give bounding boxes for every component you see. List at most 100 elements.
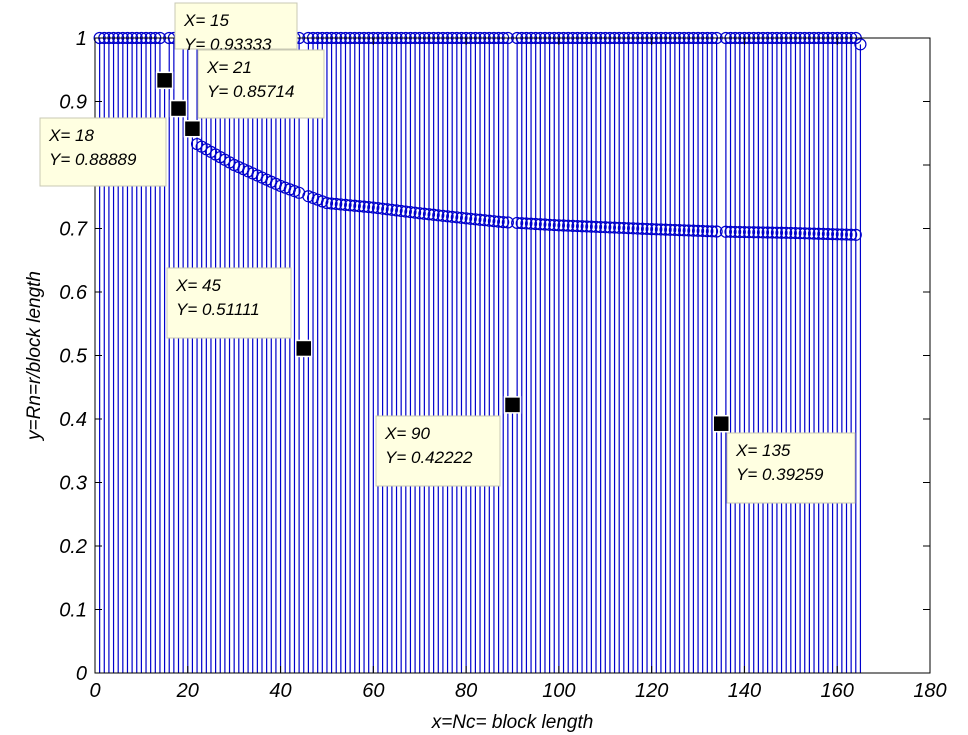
stem-marker [608, 221, 621, 234]
stem-marker [585, 220, 598, 233]
stem-marker [766, 226, 779, 239]
stem-marker [548, 218, 561, 232]
stem-marker [339, 198, 352, 211]
stem-marker [798, 227, 811, 240]
stem-marker [575, 220, 589, 233]
stem-marker [817, 227, 830, 240]
datatip-y-text: Y= 0.88889 [49, 150, 137, 169]
stem-marker [742, 226, 756, 239]
stem-marker [724, 225, 737, 238]
axis-ticks [94, 37, 931, 674]
y-axis-label: y=Rn=r/block length [24, 271, 45, 442]
datatip-x-text: X= 45 [175, 276, 221, 295]
stem-marker [330, 197, 343, 211]
stem-marker [376, 202, 389, 215]
stem-marker [840, 228, 853, 241]
y-tick-label: 1 [76, 28, 87, 50]
stem-marker [659, 223, 672, 236]
stem-marker [436, 209, 450, 222]
datatip-y-text: Y= 0.51111 [176, 300, 260, 319]
stem-marker [325, 197, 338, 210]
stem-marker [854, 38, 867, 51]
datatip-x-text: X= 135 [735, 441, 791, 460]
stem-marker [381, 203, 394, 216]
stem-marker [622, 222, 635, 235]
datatip-marker [155, 71, 174, 90]
datatip-box [197, 49, 325, 119]
x-tick-label: 120 [635, 680, 668, 702]
stem-marker [636, 222, 649, 235]
stem-marker [357, 200, 371, 213]
stem-marker [511, 216, 524, 230]
datatip-box [166, 267, 292, 339]
datatip-y-text: Y= 0.39259 [736, 465, 824, 484]
stem-marker [664, 223, 677, 236]
datatip-y-text: Y= 0.93333 [184, 35, 272, 54]
stem-marker [385, 203, 398, 216]
stem-marker [562, 219, 575, 232]
stem-marker [404, 206, 417, 219]
stem-marker [617, 221, 630, 235]
stem-marker [557, 219, 570, 232]
y-tick-label: 0.6 [59, 282, 88, 304]
stem-marker [371, 202, 385, 215]
stem-marker [497, 216, 510, 229]
x-tick-label: 80 [455, 680, 477, 702]
stem-marker [654, 223, 668, 236]
stem-marker [812, 227, 825, 240]
stem-marker [390, 204, 403, 217]
stem-marker [422, 208, 436, 221]
stem-marker [460, 212, 473, 225]
datatip-box [726, 432, 856, 504]
stem-marker [538, 218, 552, 231]
x-tick-label: 40 [269, 680, 291, 702]
datatip-x-text: X= 15 [183, 11, 229, 30]
datatip-marker [295, 339, 313, 358]
stem-marker [571, 219, 584, 233]
datatips: X= 15 Y= 0.93333 X= 21 Y= 0.85714 X= 18 Y= 0.… [39, 2, 856, 504]
y-tick-label: 0.1 [59, 600, 87, 622]
stem-marker [395, 204, 408, 218]
x-tick-label: 140 [728, 680, 761, 702]
stem-marker [668, 223, 681, 237]
stem-marker [807, 227, 821, 240]
datatip-box [174, 2, 298, 50]
stem-marker [691, 224, 705, 237]
stem-marker [524, 217, 538, 230]
y-tick-label: 0.3 [59, 473, 87, 495]
stem-marker [701, 225, 714, 238]
stem-marker [645, 223, 658, 236]
datatip-marker [503, 396, 522, 414]
stem-marker [613, 221, 626, 234]
stem-marker [682, 224, 695, 237]
stem-marker [441, 210, 454, 223]
stem-marker [534, 218, 547, 231]
stem-marker [719, 225, 732, 238]
datatip-x-text: X= 18 [48, 126, 94, 145]
stem-marker [729, 225, 742, 239]
stem-marker [580, 220, 593, 233]
stem-marker [320, 197, 334, 210]
stem-marker [733, 225, 746, 239]
stem-marker [747, 226, 760, 239]
stem-marker [469, 213, 482, 226]
stem-marker [627, 222, 640, 235]
stem-marker [761, 226, 774, 239]
datatip-y-text: Y= 0.85714 [207, 82, 294, 101]
stem-marker [492, 215, 505, 228]
y-tick-labels: 00.10.20.30.40.50.60.70.80.91 [59, 28, 88, 685]
y-tick-label: 0.2 [59, 536, 87, 558]
datatip-x-text: X= 21 [206, 58, 252, 77]
y-tick-label: 0.5 [59, 346, 88, 368]
stem-marker [353, 200, 366, 213]
x-tick-labels: 0 20 40 60 80 100 120 140 160 180 [89, 680, 946, 702]
x-tick-label: 160 [821, 680, 854, 702]
y-tick-label: 0 [76, 663, 87, 685]
x-axis-label: x=Nc= block length [431, 712, 594, 733]
stem-marker [784, 226, 797, 240]
x-tick-label: 20 [176, 680, 199, 702]
stem-marker [826, 228, 839, 241]
stem-marker [775, 226, 788, 239]
stem-marker [413, 207, 426, 220]
